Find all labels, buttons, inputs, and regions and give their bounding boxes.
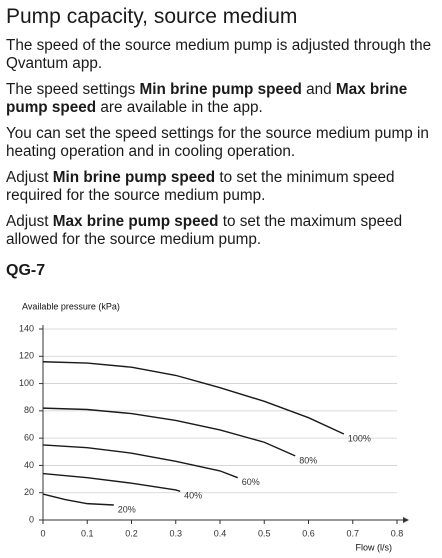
x-tick-label: 0.4 — [214, 528, 227, 538]
y-tick-label: 80 — [24, 405, 34, 415]
series-label: 100% — [348, 433, 371, 443]
text: to set the minimum speed required for th… — [6, 169, 395, 204]
x-tick-label: 0.2 — [125, 528, 138, 538]
series-label: 40% — [184, 491, 202, 501]
text: to set the maximum speed allowed for the… — [6, 213, 403, 248]
x-tick-label: 0.5 — [258, 528, 271, 538]
text: and — [301, 81, 336, 98]
series-label: 80% — [299, 455, 317, 465]
paragraph: You can set the speed settings for the s… — [6, 125, 438, 161]
y-axis-label: Available pressure (kPa) — [22, 301, 120, 311]
x-tick-label: 0.8 — [391, 528, 404, 538]
heading: Pump capacity, source medium — [6, 5, 298, 28]
paragraph: The speed settings Min brine pump speed … — [6, 81, 438, 117]
bold-text: Min brine pump speed — [139, 81, 302, 98]
y-tick-label: 100 — [19, 378, 34, 388]
bold-text: Min brine pump speed — [52, 169, 216, 186]
x-tick-label: 0 — [40, 528, 45, 538]
y-tick-label: 120 — [19, 351, 34, 361]
curve — [42, 361, 345, 435]
paragraph: Adjust Min brine pump speed to set the m… — [6, 169, 438, 205]
x-tick-label: 0.7 — [346, 528, 359, 538]
text: You can set the speed settings for the s… — [6, 125, 429, 160]
section-title: QG-7 — [6, 262, 46, 279]
text: The speed settings — [6, 81, 140, 98]
text: Adjust — [6, 169, 53, 186]
y-tick-label: 40 — [24, 460, 34, 470]
x-axis-label: Flow (l/s) — [356, 542, 393, 552]
curve — [42, 472, 181, 493]
text: Adjust — [6, 213, 53, 230]
series-label: 60% — [242, 477, 260, 487]
x-tick-label: 0.6 — [302, 528, 315, 538]
x-tick-label: 0.3 — [169, 528, 182, 538]
bold-text: Max brine pump speed — [6, 81, 408, 116]
curve — [42, 493, 114, 506]
series-label: 20% — [118, 504, 136, 514]
chart: Available pressure (kPa) Flow (l/s) 0 20 4… — [19, 301, 409, 552]
text: The speed of the source medium pump is a… — [6, 37, 432, 72]
curve — [42, 407, 296, 457]
paragraphs: The speed of the source medium pump is a… — [6, 37, 438, 257]
y-tick-label: 0 — [29, 514, 34, 524]
y-tick-label: 60 — [24, 433, 34, 443]
paragraph: Adjust Max brine pump speed to set the m… — [6, 213, 438, 249]
y-tick-label: 20 — [24, 487, 34, 497]
paragraph: The speed of the source medium pump is a… — [6, 37, 438, 73]
curve — [42, 444, 238, 479]
y-tick-label: 140 — [19, 323, 34, 333]
text: are available in the app. — [96, 99, 263, 116]
x-axis-arrow — [403, 517, 409, 523]
bold-text: Max brine pump speed — [52, 213, 219, 230]
x-tick-label: 0.1 — [81, 528, 94, 538]
